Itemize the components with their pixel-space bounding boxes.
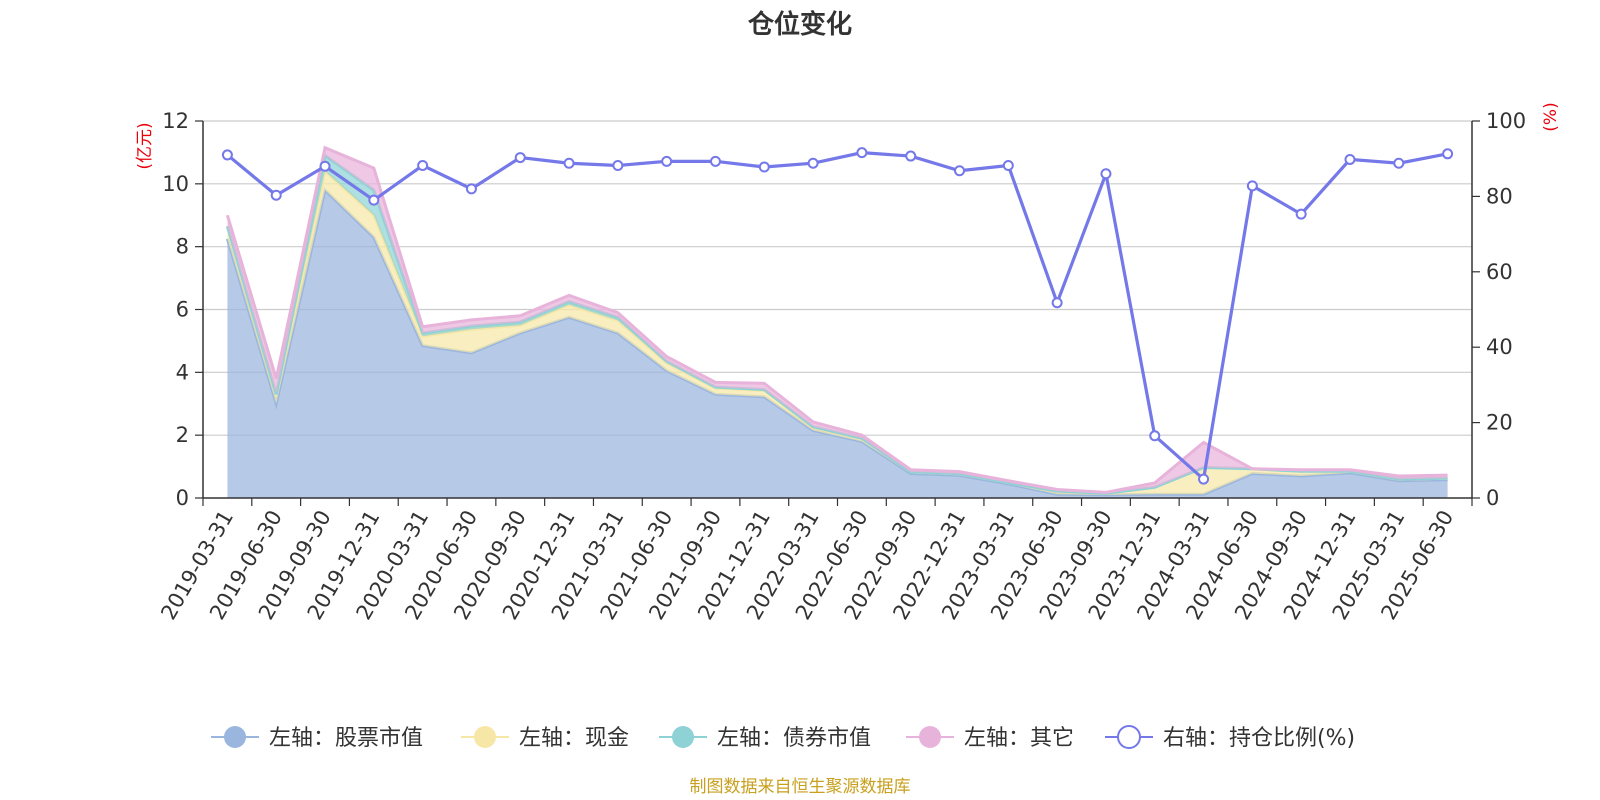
left-axis-tick-label: 0 [176,486,189,510]
legend-swatch-marker [919,726,941,748]
right-axis-tick-label: 40 [1486,335,1513,359]
ratio-point [807,157,819,169]
right-axis-tick-label: 100 [1486,109,1526,133]
area-series-edge [225,145,1448,494]
ratio-point [221,149,233,161]
left-axis-tick-label: 6 [176,298,189,322]
legend-swatch-marker [224,726,246,748]
ratio-line-series [221,147,1454,485]
ratio-point [954,165,966,177]
left-axis-unit: (亿元) [135,122,155,169]
ratio-point [319,160,331,172]
right-axis-tick-label: 0 [1486,486,1499,510]
legend-label: 左轴：现金 [519,726,629,751]
ratio-point [1246,180,1258,192]
legend-label: 左轴：股票市值 [269,726,423,751]
ratio-point [514,152,526,164]
legend-label: 右轴：持仓比例(%) [1163,726,1355,751]
stacked-areas [225,145,1448,498]
ratio-point [1002,159,1014,171]
right-axis-tick-label: 60 [1486,260,1513,284]
legend-swatch-marker [1117,725,1141,749]
ratio-point [1051,297,1063,309]
data-source-note: 制图数据来自恒生聚源数据库 [690,777,911,797]
left-axis-tick-label: 8 [176,235,189,259]
area-series [227,190,1448,498]
ratio-point [709,155,721,167]
ratio-point [1393,157,1405,169]
legend-swatch-marker [474,726,496,748]
left-axis-tick-label: 4 [176,360,189,384]
ratio-line-path [226,151,1448,483]
ratio-point [758,161,770,173]
ratio-point [270,189,282,201]
ratio-point [417,159,429,171]
right-axis-tick-label: 20 [1486,411,1513,435]
ratio-point [612,159,624,171]
right-axis-unit: (%) [1541,102,1561,131]
ratio-point [368,194,380,206]
ratio-point [661,155,673,167]
left-axis-tick-label: 2 [176,423,189,447]
left-axis-tick-label: 10 [162,172,189,196]
ratio-point [856,147,868,159]
area-series [227,155,1448,494]
legend-swatch-marker [672,726,694,748]
ratio-point [905,150,917,162]
ratio-point [1344,153,1356,165]
left-axis-tick-label: 12 [162,109,189,133]
legend: 左轴：股票市值 左轴：现金 左轴：债券市值 左轴：其它 右轴：持仓比例(%) [211,725,1355,751]
ratio-point [1442,148,1454,160]
ratio-point [1149,430,1161,442]
ratio-point [1198,473,1210,485]
chart-title: 仓位变化 [747,9,852,40]
ratio-point [465,183,477,195]
right-axis-tick-label: 80 [1486,184,1513,208]
area-series [227,171,1448,495]
ratio-point [1100,168,1112,180]
ratio-point [1295,208,1307,220]
legend-label: 左轴：其它 [964,726,1074,751]
legend-label: 左轴：债券市值 [717,726,871,751]
ratio-point [563,157,575,169]
